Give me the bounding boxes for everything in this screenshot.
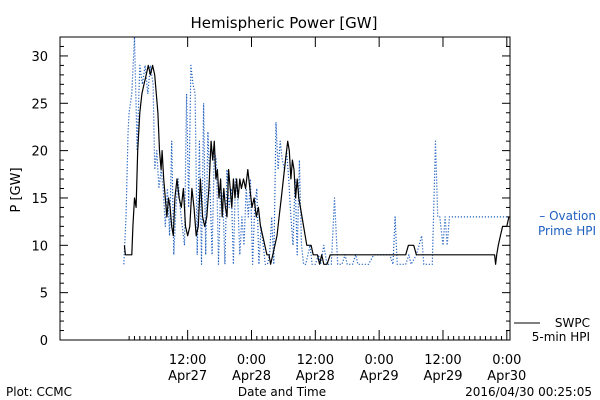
y-tick-label: 25 (31, 97, 48, 112)
legend-ovation-label: – Ovation (539, 209, 596, 223)
axis-ticks: 05101520253012:00Apr270:00Apr2812:00Apr2… (31, 36, 526, 384)
x-tick-label-date: Apr28 (296, 369, 335, 384)
x-tick-label-time: 12:00 (424, 353, 461, 368)
series-layer (123, 36, 510, 265)
legend-swpc-label: 5-min HPI (532, 330, 590, 344)
x-tick-label-date: Apr29 (360, 369, 399, 384)
x-tick-label-time: 12:00 (297, 353, 334, 368)
y-tick-label: 5 (40, 287, 48, 302)
x-tick-label-date: Apr27 (168, 369, 207, 384)
plot-timestamp: 2016/04/30 00:25:05 (465, 385, 592, 399)
y-tick-label: 10 (31, 239, 48, 254)
x-tick-label-date: Apr28 (232, 369, 271, 384)
legend-swpc-label: SWPC (555, 316, 590, 330)
y-tick-label: 0 (40, 334, 48, 349)
y-tick-label: 20 (31, 145, 48, 160)
x-tick-label-date: Apr29 (423, 369, 462, 384)
legend-ovation-label: Prime HPI (538, 224, 596, 238)
x-tick-label-time: 0:00 (365, 353, 394, 368)
y-tick-label: 15 (31, 192, 48, 207)
ovation-prime-hpi-line (123, 36, 509, 265)
chart-title: Hemispheric Power [GW] (191, 14, 378, 32)
x-axis-label: Date and Time (238, 385, 326, 399)
y-tick-label: 30 (31, 50, 48, 65)
x-tick-label-date: Apr30 (487, 369, 526, 384)
swpc-hpi-line (123, 64, 510, 265)
x-tick-label-time: 12:00 (169, 353, 206, 368)
plot-frame (59, 36, 511, 341)
x-tick-label-time: 0:00 (492, 353, 521, 368)
plot-credit: Plot: CCMC (6, 385, 72, 399)
y-axis-label: P [GW] (9, 167, 24, 212)
x-tick-label-time: 0:00 (237, 353, 266, 368)
